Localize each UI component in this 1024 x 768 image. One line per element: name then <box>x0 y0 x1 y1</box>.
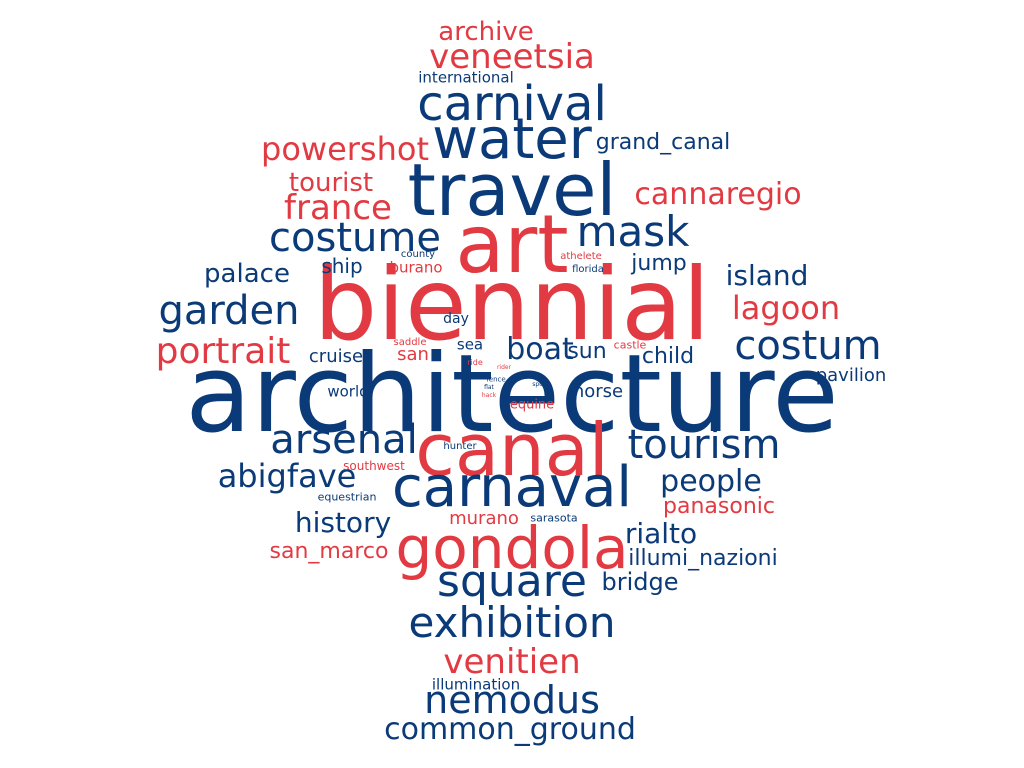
word: illumination <box>431 675 521 694</box>
word: florida <box>572 264 604 275</box>
word: island <box>725 259 809 292</box>
word: bridge <box>601 568 679 596</box>
word: travel <box>407 148 617 232</box>
word: world <box>327 382 369 401</box>
word: architecture <box>185 332 839 457</box>
word: gondola <box>395 514 629 582</box>
word: international <box>418 68 514 87</box>
word: veneetsia <box>429 37 595 77</box>
word: arsenal <box>270 417 418 463</box>
word: fence <box>486 375 506 384</box>
word: palace <box>204 259 290 289</box>
word: day <box>443 311 469 327</box>
word: square <box>437 556 587 607</box>
word: carnival <box>417 76 607 132</box>
word: burano <box>389 258 443 277</box>
word: carnaval <box>392 455 632 520</box>
word: canal <box>415 408 609 492</box>
word: sport <box>532 381 548 388</box>
word: portrait <box>155 331 291 372</box>
word: equine <box>509 397 555 413</box>
word: tourist <box>288 168 374 198</box>
word: common_ground <box>384 712 636 747</box>
word: ship <box>321 254 363 278</box>
word: water <box>432 107 592 172</box>
word: southwest <box>343 459 405 473</box>
word: sarasota <box>530 511 578 525</box>
word: costum <box>734 323 882 369</box>
word: pavilion <box>815 365 887 386</box>
word: abigfave <box>217 457 357 495</box>
word: athelete <box>560 251 602 262</box>
word: panasonic <box>663 494 775 519</box>
word: mask <box>576 207 690 256</box>
word: equestrian <box>317 490 377 504</box>
word: child <box>641 344 695 369</box>
word: san_marco <box>269 539 389 564</box>
word: hack <box>481 392 497 399</box>
word: nemodus <box>424 678 600 722</box>
word: exhibition <box>408 598 616 647</box>
word: biennial <box>313 246 711 363</box>
word: hunter <box>443 441 477 452</box>
word: archive <box>438 17 534 47</box>
word: jump <box>631 251 687 276</box>
word: horse <box>572 381 624 402</box>
word: venitien <box>443 642 581 682</box>
word: cannaregio <box>634 177 802 212</box>
word: saddle <box>393 337 427 348</box>
word: sea <box>456 335 484 354</box>
word: history <box>294 506 392 539</box>
word: san <box>397 344 429 365</box>
word: rialto <box>624 517 698 550</box>
word: lagoon <box>731 289 841 327</box>
word: boat <box>506 332 574 367</box>
word: rider <box>496 364 512 371</box>
word: cruise <box>308 346 364 367</box>
word: france <box>284 188 392 228</box>
word: murano <box>449 508 519 529</box>
word: castle <box>613 338 647 352</box>
word: people <box>660 464 762 499</box>
word: costume <box>269 215 441 261</box>
word: art <box>455 198 569 291</box>
word: garden <box>158 288 300 334</box>
word: tourism <box>627 422 781 468</box>
word: ride <box>467 358 483 367</box>
word: illumi_nazioni <box>628 546 778 571</box>
word: flat <box>484 384 494 391</box>
word: powershot <box>261 130 429 168</box>
word: grand_canal <box>595 130 731 155</box>
word: sun <box>567 339 607 364</box>
word: county <box>400 249 436 260</box>
